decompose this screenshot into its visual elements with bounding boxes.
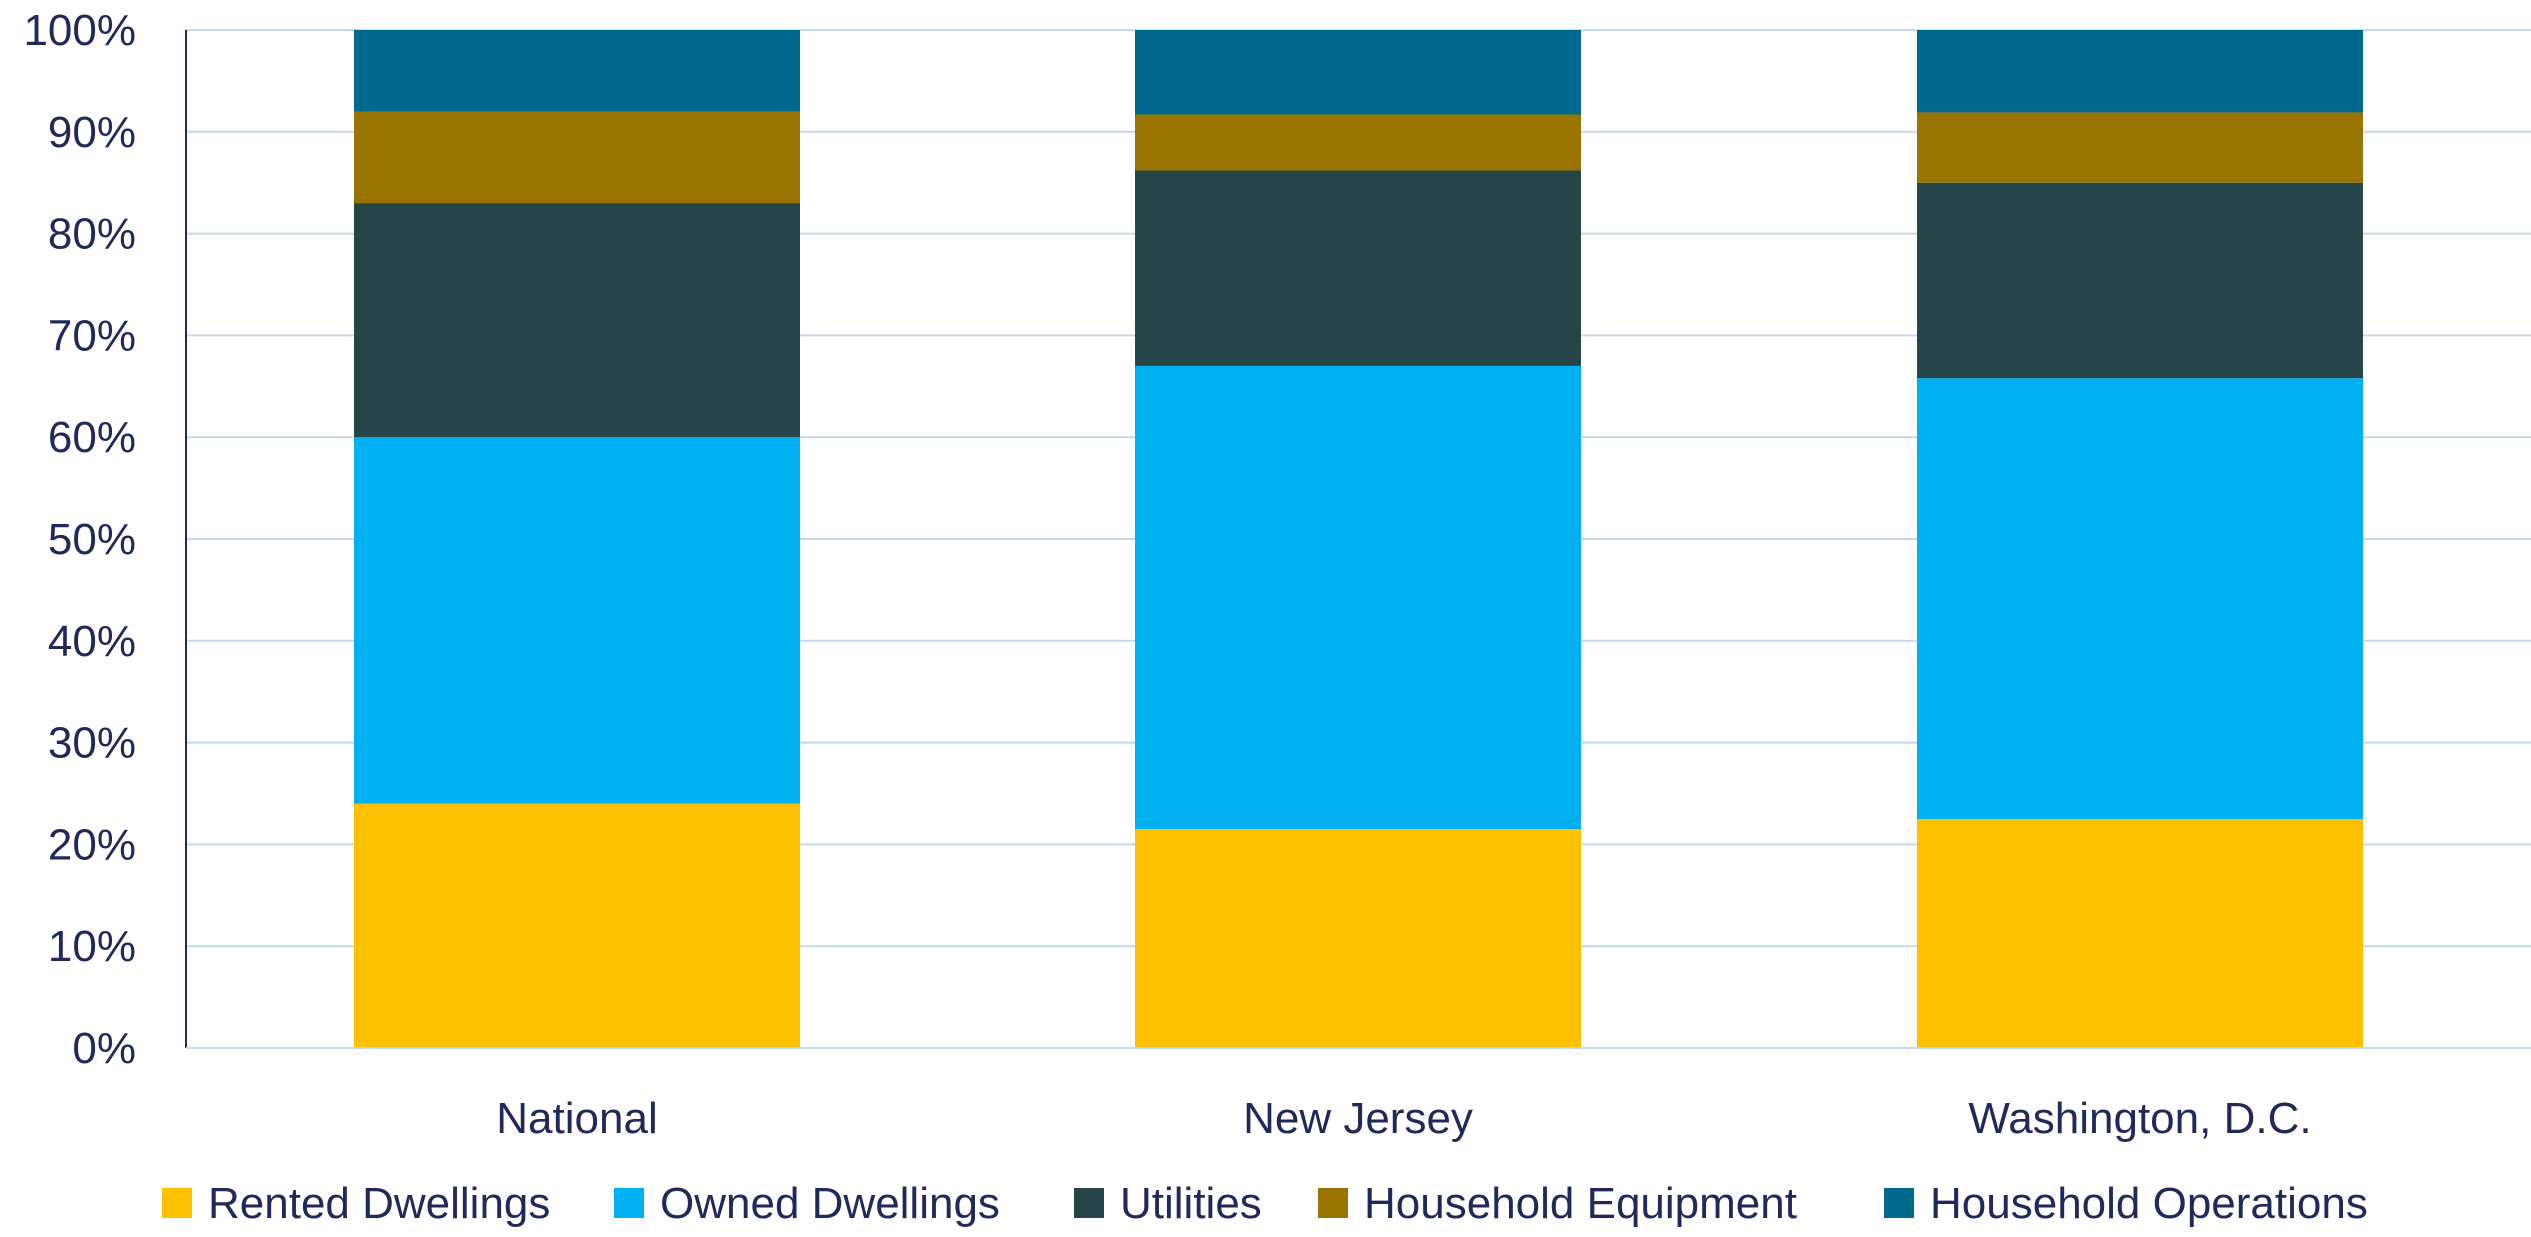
bar-segment [1917, 182, 2363, 379]
legend-label: Utilities [1120, 1179, 1262, 1228]
bar-segment [1917, 112, 2363, 183]
legend-label: Owned Dwellings [660, 1179, 1000, 1228]
y-tick-label: 100% [23, 6, 136, 55]
y-tick-label: 80% [48, 210, 136, 259]
bar-segment [1917, 818, 2363, 1048]
bars [354, 30, 2363, 1048]
legend-swatch [1318, 1188, 1348, 1218]
x-category-labels: National New Jersey Washington, D.C. [496, 1094, 2311, 1143]
legend-swatch [1884, 1188, 1914, 1218]
bar-segment [354, 437, 800, 804]
x-category-label: National [496, 1094, 657, 1143]
y-tick-labels: 0% 10% 20% 30% 40% 50% 60% 70% 80% 90% 100% [23, 6, 136, 1073]
legend-swatch [614, 1188, 644, 1218]
legend-swatch [1074, 1188, 1104, 1218]
x-category-label: New Jersey [1243, 1094, 1473, 1143]
bar-segment [1135, 170, 1581, 366]
bar-segment [354, 203, 800, 438]
axes [185, 30, 2531, 1049]
y-tick-label: 40% [48, 617, 136, 666]
legend-label: Household Operations [1930, 1179, 2368, 1228]
bar-segment [1135, 829, 1581, 1048]
y-tick-label: 90% [48, 108, 136, 157]
bar-segment [1135, 30, 1581, 115]
bar-segment [1135, 114, 1581, 171]
y-tick-label: 0% [72, 1024, 136, 1073]
bar-segment [1917, 30, 2363, 113]
bar-segment [354, 803, 800, 1048]
y-tick-label: 60% [48, 413, 136, 462]
bar-segment [354, 30, 800, 112]
y-tick-label: 50% [48, 515, 136, 564]
legend-label: Rented Dwellings [208, 1179, 550, 1228]
legend-swatch [162, 1188, 192, 1218]
y-tick-label: 30% [48, 719, 136, 768]
bar-segment [1135, 365, 1581, 830]
y-tick-label: 70% [48, 311, 136, 360]
bar-segment [354, 111, 800, 204]
legend-label: Household Equipment [1364, 1179, 1797, 1228]
y-tick-label: 10% [48, 922, 136, 971]
y-tick-label: 20% [48, 820, 136, 869]
bar-segment [1917, 378, 2363, 819]
x-category-label: Washington, D.C. [1968, 1094, 2311, 1143]
legend: Rented Dwellings Owned Dwellings Utilities… [162, 1179, 2368, 1228]
